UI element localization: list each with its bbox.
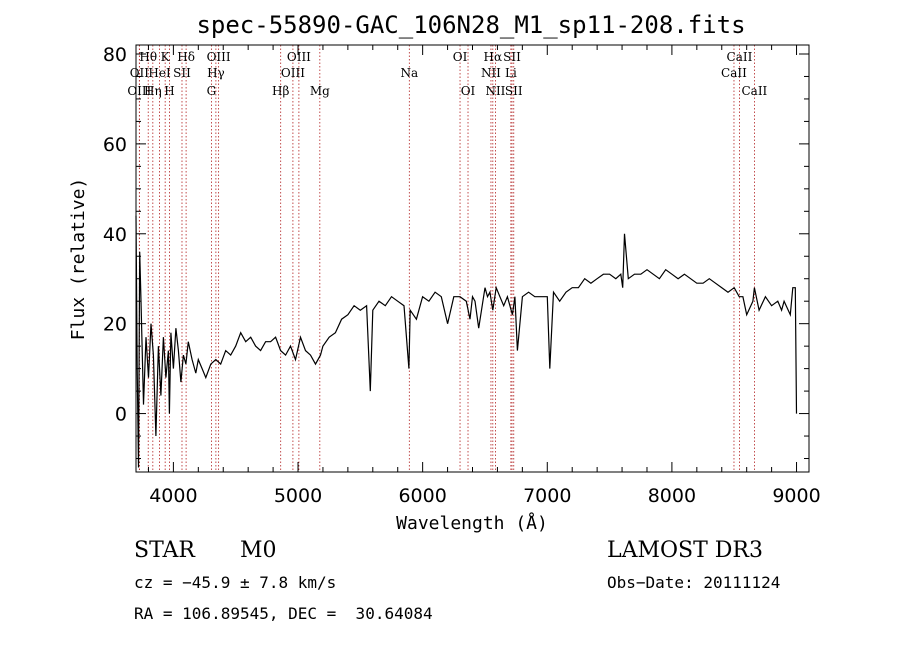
x-tick-label: 6000	[398, 485, 446, 507]
plot-frame	[135, 44, 810, 473]
survey-name: LAMOST DR3	[607, 538, 763, 563]
line-label: CaII	[721, 66, 747, 80]
x-tick-label: 4000	[149, 485, 197, 507]
x-tick-label: 5000	[274, 485, 322, 507]
line-label: CaII	[741, 84, 767, 98]
line-label: CaII	[727, 50, 753, 64]
redshift-velocity: cz = −45.9 ± 7.8 km/s	[134, 573, 337, 592]
x-axis-label: Wavelength (Å)	[396, 512, 548, 534]
spectral-line-labels: Hθ OII OIII K HeI Hη Hδ SII H OIII Hγ G OIII OIII Hβ Mg…	[127, 50, 767, 98]
x-axis-ticks: 4000 5000 6000 7000 8000 9000	[147, 45, 821, 507]
line-label: OIII	[287, 50, 311, 64]
line-label: G	[207, 84, 217, 98]
line-label: OIII	[127, 84, 151, 98]
y-tick-label: 40	[103, 224, 127, 246]
line-label: Hδ	[177, 50, 195, 64]
y-tick-label: 0	[115, 404, 127, 426]
line-label: Hβ	[272, 84, 289, 98]
line-label: Hγ	[207, 66, 225, 80]
line-label: Na	[400, 66, 418, 80]
x-tick-label: 7000	[523, 485, 571, 507]
y-axis-label: Flux (relative)	[68, 178, 89, 341]
y-tick-label: 60	[103, 134, 127, 156]
line-label: NII	[481, 66, 501, 80]
line-label: K	[161, 50, 171, 64]
observation-date: Obs−Date: 20111124	[607, 573, 781, 592]
series-line-spectrum	[135, 215, 798, 468]
object-class: STAR	[134, 538, 195, 563]
y-tick-label: 80	[103, 44, 127, 66]
spectral-line-markers	[138, 45, 755, 472]
line-label: SII	[173, 66, 191, 80]
line-label: OIII	[281, 66, 305, 80]
line-label: OIII	[207, 50, 231, 64]
line-label: OI	[461, 84, 476, 98]
line-label: HeI	[148, 66, 171, 80]
x-tick-label: 9000	[772, 485, 820, 507]
x-tick-label: 8000	[648, 485, 696, 507]
line-label: Hθ	[139, 50, 157, 64]
subclass: M0	[240, 538, 277, 563]
line-label: NII	[485, 84, 505, 98]
coordinates: RA = 106.89545, DEC = 30.64084	[134, 604, 433, 623]
y-axis-ticks: 0 20 40 60 80	[103, 44, 809, 460]
line-label: Mg	[310, 84, 330, 98]
line-label: OI	[453, 50, 468, 64]
line-label: OII	[130, 66, 150, 80]
line-label: H	[164, 84, 174, 98]
line-label: Hη	[144, 84, 162, 98]
y-tick-label: 20	[103, 314, 127, 336]
line-label: SII	[503, 50, 521, 64]
line-label: Li	[505, 66, 517, 80]
line-label: Hα	[484, 50, 503, 64]
chart-title: spec-55890-GAC_106N28_M1_sp11-208.fits	[196, 11, 745, 39]
line-label: SII	[505, 84, 523, 98]
